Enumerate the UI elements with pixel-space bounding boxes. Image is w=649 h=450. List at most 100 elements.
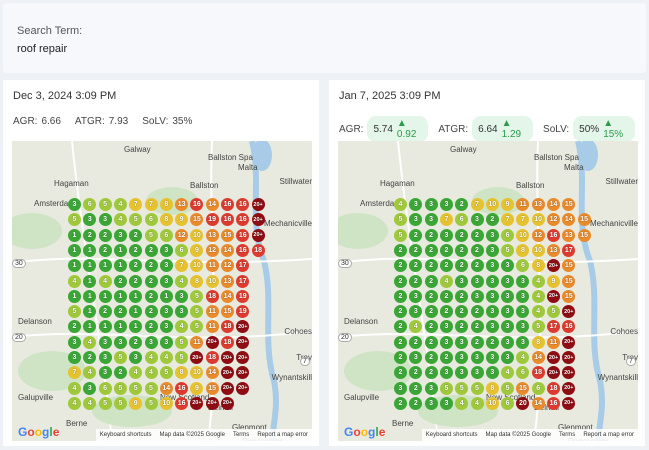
rank-pin[interactable]: 13	[221, 274, 234, 288]
rank-pin[interactable]: 3	[129, 351, 143, 364]
rank-pin[interactable]: 16	[236, 198, 250, 211]
rank-pin[interactable]: 13	[562, 228, 576, 242]
rank-pin[interactable]: 4	[83, 335, 97, 349]
rank-pin[interactable]: 16	[562, 320, 576, 334]
rank-pin[interactable]: 10	[516, 228, 530, 242]
rank-pin[interactable]: 3	[439, 320, 453, 334]
attribution-link[interactable]: Map data ©2025 Google	[159, 432, 225, 438]
rank-pin[interactable]: 14	[221, 289, 234, 303]
rank-pin[interactable]: 16	[547, 396, 560, 410]
rank-pin[interactable]: 4	[470, 396, 484, 410]
rank-pin[interactable]: 4	[68, 381, 81, 395]
rank-pin[interactable]: 3	[98, 351, 112, 364]
rank-pin[interactable]: 4	[455, 396, 469, 410]
rank-pin[interactable]: 20+	[547, 366, 560, 380]
rank-pin[interactable]: 2	[83, 351, 97, 364]
rank-pin[interactable]: 3	[175, 289, 189, 303]
rank-pin[interactable]: 6	[501, 228, 515, 242]
rank-pin[interactable]: 5	[175, 351, 189, 364]
rank-pin[interactable]: 20+	[562, 381, 576, 395]
rank-pin[interactable]: 1	[98, 289, 112, 303]
rank-pin[interactable]: 20+	[190, 351, 204, 364]
rank-pin[interactable]: 12	[205, 243, 219, 257]
rank-pin[interactable]: 2	[409, 366, 423, 380]
rank-pin[interactable]: 19	[236, 305, 250, 319]
rank-pin[interactable]: 5	[144, 228, 158, 242]
rank-pin[interactable]: 10	[159, 396, 173, 410]
rank-pin[interactable]: 2	[424, 335, 438, 349]
rank-pin[interactable]: 15	[221, 228, 234, 242]
rank-pin[interactable]: 17	[562, 243, 576, 257]
rank-pin[interactable]: 7	[439, 213, 453, 227]
rank-pin[interactable]: 6	[516, 259, 530, 273]
rank-pin[interactable]: 3	[394, 381, 407, 395]
rank-pin[interactable]: 3	[439, 396, 453, 410]
rank-pin[interactable]: 18	[221, 335, 234, 349]
rank-pin[interactable]: 3	[485, 289, 499, 303]
rank-pin[interactable]: 3	[424, 396, 438, 410]
map[interactable]: Galway Ballston Spa Malta Hagaman Ballston Am…	[12, 141, 312, 441]
rank-pin[interactable]: 10	[190, 366, 204, 380]
rank-pin[interactable]: 11	[205, 305, 219, 319]
rank-pin[interactable]: 5	[547, 305, 560, 319]
rank-pin[interactable]: 2	[455, 243, 469, 257]
rank-pin[interactable]: 3	[485, 351, 499, 364]
rank-pin[interactable]: 14	[159, 381, 173, 395]
rank-pin[interactable]: 8	[159, 198, 173, 211]
rank-pin[interactable]: 5	[394, 213, 407, 227]
rank-pin[interactable]: 2	[439, 305, 453, 319]
rank-pin[interactable]: 9	[547, 274, 560, 288]
rank-pin[interactable]: 20+	[236, 335, 250, 349]
rank-pin[interactable]: 2	[394, 366, 407, 380]
attribution-link[interactable]: Keyboard shortcuts	[425, 432, 478, 438]
rank-pin[interactable]: 2	[98, 243, 112, 257]
rank-pin[interactable]: 6	[159, 228, 173, 242]
rank-pin[interactable]: 5	[190, 289, 204, 303]
rank-pin[interactable]: 8	[159, 213, 173, 227]
rank-pin[interactable]: 20+	[236, 381, 250, 395]
rank-pin[interactable]: 6	[98, 381, 112, 395]
rank-pin[interactable]: 6	[83, 198, 97, 211]
rank-pin[interactable]: 10	[190, 259, 204, 273]
rank-pin[interactable]: 3	[485, 274, 499, 288]
rank-pin[interactable]: 3	[113, 335, 127, 349]
rank-pin[interactable]: 3	[159, 274, 173, 288]
rank-pin[interactable]: 8	[190, 274, 204, 288]
rank-pin[interactable]: 16	[221, 213, 234, 227]
rank-pin[interactable]: 2	[394, 259, 407, 273]
rank-pin[interactable]: 18	[547, 381, 560, 395]
rank-pin[interactable]: 4	[129, 366, 143, 380]
rank-pin[interactable]: 3	[68, 351, 81, 364]
rank-pin[interactable]: 9	[175, 213, 189, 227]
rank-pin[interactable]: 2	[424, 228, 438, 242]
rank-pin[interactable]: 20+	[221, 351, 234, 364]
rank-pin[interactable]: 11	[205, 320, 219, 334]
rank-pin[interactable]: 20+	[236, 366, 250, 380]
rank-pin[interactable]: 17	[547, 320, 560, 334]
rank-pin[interactable]: 16	[175, 381, 189, 395]
rank-pin[interactable]: 12	[221, 259, 234, 273]
rank-pin[interactable]: 7	[129, 198, 143, 211]
rank-pin[interactable]: 15	[221, 305, 234, 319]
rank-pin[interactable]: 10	[531, 213, 545, 227]
rank-pin[interactable]: 20+	[221, 396, 234, 410]
rank-pin[interactable]: 4	[175, 320, 189, 334]
rank-pin[interactable]: 6	[501, 396, 515, 410]
rank-pin[interactable]: 1	[83, 274, 97, 288]
rank-pin[interactable]: 4	[68, 396, 81, 410]
rank-pin[interactable]: 9	[501, 198, 515, 211]
rank-pin[interactable]: 1	[83, 243, 97, 257]
rank-pin[interactable]: 2	[68, 320, 81, 334]
rank-pin[interactable]: 5	[190, 320, 204, 334]
rank-pin[interactable]: 11	[547, 335, 560, 349]
rank-pin[interactable]: 18	[531, 366, 545, 380]
rank-pin[interactable]: 3	[516, 289, 530, 303]
rank-pin[interactable]: 1	[83, 259, 97, 273]
rank-pin[interactable]: 2	[409, 396, 423, 410]
rank-pin[interactable]: 5	[98, 198, 112, 211]
rank-pin[interactable]: 4	[83, 366, 97, 380]
rank-pin[interactable]: 20+	[562, 335, 576, 349]
rank-pin[interactable]: 9	[190, 243, 204, 257]
rank-pin[interactable]: 18	[205, 289, 219, 303]
rank-pin[interactable]: 2	[455, 320, 469, 334]
